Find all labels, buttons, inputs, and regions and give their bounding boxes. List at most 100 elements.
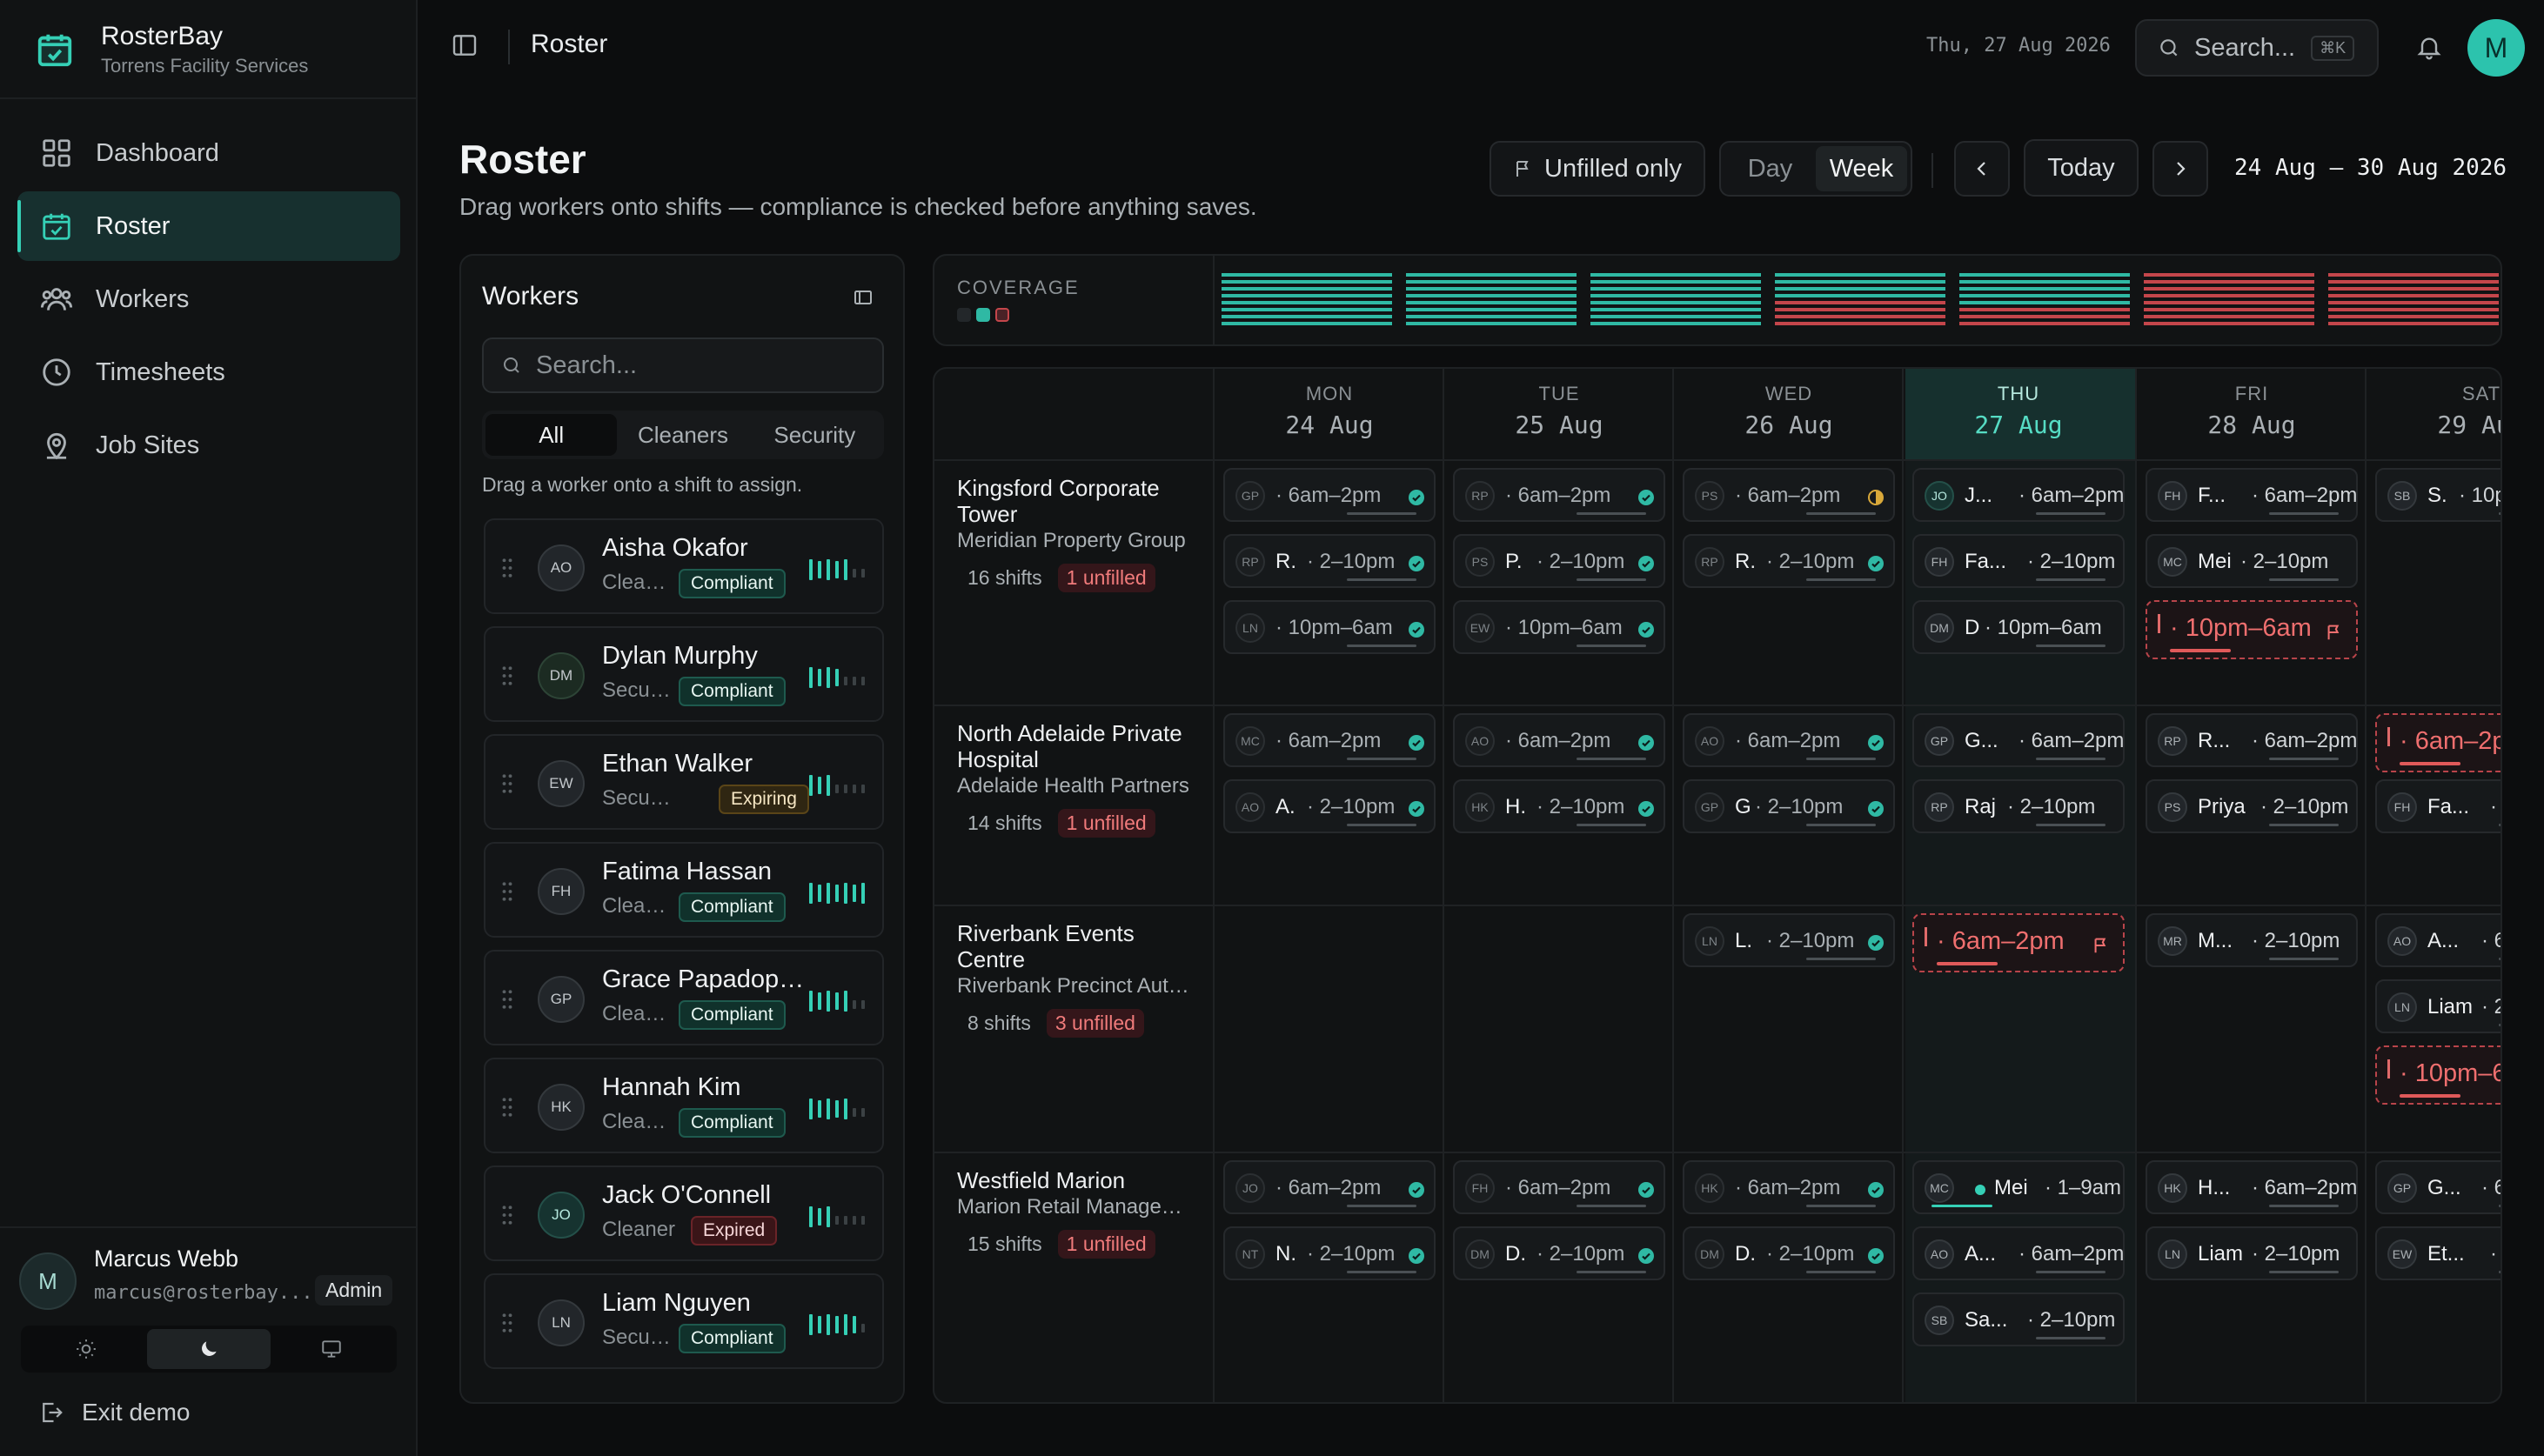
shift-card[interactable]: LN L. · 2–10pm (1683, 913, 1895, 967)
worker-card[interactable]: GP Grace Papadopoulos Cleaner Compliant (484, 950, 884, 1045)
site-row-header[interactable]: North Adelaide Private Hospital Adelaide … (957, 720, 1202, 838)
shift-card[interactable]: MC Mei · 2–10pm (2146, 534, 2358, 588)
unfilled-shift[interactable]: · 10pm–6 (2375, 1045, 2500, 1105)
shift-card[interactable]: DM D · 10pm–6am (1912, 600, 2125, 654)
previous-week-button[interactable] (1954, 141, 2010, 197)
exit-demo-button[interactable]: Exit demo (38, 1399, 191, 1426)
worker-search-input[interactable]: Search... (482, 337, 884, 393)
worker-name: S. (2427, 484, 2447, 507)
shift-card[interactable]: RP · 6am–2pm (1453, 468, 1665, 522)
collapse-panel-icon[interactable] (853, 287, 874, 308)
shift-card[interactable]: FH Fa... · 2 (2375, 779, 2500, 833)
shift-card[interactable]: JO J... · 6am–2pm (1912, 468, 2125, 522)
shift-card[interactable]: LN Liam · 2 (2375, 979, 2500, 1033)
nav-item-roster[interactable]: Roster (17, 191, 400, 261)
theme-dark-button[interactable] (147, 1329, 271, 1369)
day-header-mon[interactable]: MON 24 Aug (1215, 369, 1444, 459)
shift-card[interactable]: FH Fa... · 2–10pm (1912, 534, 2125, 588)
site-row-header[interactable]: Riverbank Events Centre Riverbank Precinc… (957, 920, 1202, 1038)
unfilled-shift[interactable]: · 6am–2pm (1912, 913, 2125, 972)
unfilled-shift[interactable]: · 6am–2p (2375, 713, 2500, 772)
drag-handle-icon (502, 558, 512, 578)
worker-card[interactable]: JO Jack O'Connell Cleaner Expired (484, 1165, 884, 1261)
site-client: Adelaide Health Partners (957, 774, 1189, 798)
shift-card[interactable]: HK · 6am–2pm (1683, 1160, 1895, 1214)
tab-all[interactable]: All (485, 414, 618, 456)
shift-card[interactable]: FH · 6am–2pm (1453, 1160, 1665, 1214)
shift-card[interactable]: MC · 6am–2pm (1223, 713, 1436, 767)
worker-card[interactable]: FH Fatima Hassan Cleaner Compliant (484, 842, 884, 938)
day-header-wed[interactable]: WED 26 Aug (1674, 369, 1904, 459)
nav-item-dashboard[interactable]: Dashboard (17, 118, 400, 188)
shift-card[interactable]: MR M... · 2–10pm (2146, 913, 2358, 967)
site-row-header[interactable]: Kingsford Corporate Tower Meridian Proper… (957, 475, 1202, 592)
nav-item-workers[interactable]: Workers (17, 264, 400, 334)
worker-card[interactable]: EW Ethan Walker Security Expiring (484, 734, 884, 830)
worker-card[interactable]: HK Hannah Kim Cleaner Compliant (484, 1058, 884, 1153)
calendar-check-icon (43, 213, 70, 240)
global-search[interactable]: Search... ⌘K (2135, 19, 2379, 77)
shift-card[interactable]: GP G · 2–10pm (1683, 779, 1895, 833)
theme-system-button[interactable] (271, 1329, 393, 1369)
shift-card[interactable]: AO · 6am–2pm (1683, 713, 1895, 767)
tab-security[interactable]: Security (773, 421, 856, 448)
shift-card[interactable]: GP G... · 6a (2375, 1160, 2500, 1214)
shift-card[interactable]: GP G... · 6am–2pm (1912, 713, 2125, 767)
shift-time: · 6am–2pm (2018, 484, 2125, 507)
shift-card[interactable]: SB Sa... · 2–10pm (1912, 1292, 2125, 1346)
next-week-button[interactable] (2152, 141, 2208, 197)
avatar[interactable]: M (19, 1252, 77, 1310)
shift-card[interactable]: PS · 6am–2pm (1683, 468, 1895, 522)
shift-card[interactable]: EW Et... · 2 (2375, 1226, 2500, 1280)
shift-card[interactable]: MC Mei · 1–9am (1912, 1160, 2125, 1214)
shift-card[interactable]: AO A. · 2–10pm (1223, 779, 1436, 833)
view-week-button[interactable]: Week (1816, 146, 1907, 191)
worker-name: R... (2198, 729, 2231, 752)
worker-name: Mei (1994, 1176, 2028, 1199)
unfilled-shift[interactable]: · 10pm–6am (2146, 600, 2358, 659)
shift-card[interactable]: EW · 10pm–6am (1453, 600, 1665, 654)
shift-card[interactable]: RP R. · 2–10pm (1223, 534, 1436, 588)
bell-icon[interactable] (2415, 33, 2443, 61)
shift-card[interactable]: LN Liam · 2–10pm (2146, 1226, 2358, 1280)
theme-light-button[interactable] (24, 1329, 147, 1369)
shift-card[interactable]: RP R. · 2–10pm (1683, 534, 1895, 588)
shift-card[interactable]: RP Raj · 2–10pm (1912, 779, 2125, 833)
account-avatar[interactable]: M (2467, 19, 2525, 77)
shift-card[interactable]: NT N. · 2–10pm (1223, 1226, 1436, 1280)
shift-card[interactable]: AO A... · 6a (2375, 913, 2500, 967)
shift-card[interactable]: AO A... · 6am–2pm (1912, 1226, 2125, 1280)
sidebar-toggle-icon[interactable] (451, 31, 479, 59)
shift-card[interactable]: PS P. · 2–10pm (1453, 534, 1665, 588)
shift-card[interactable]: DM D. · 2–10pm (1453, 1226, 1665, 1280)
worker-card[interactable]: LN Liam Nguyen Security Compliant (484, 1273, 884, 1369)
shift-card[interactable]: LN · 10pm–6am (1223, 600, 1436, 654)
shift-card[interactable]: HK H. · 2–10pm (1453, 779, 1665, 833)
today-button[interactable]: Today (2024, 139, 2139, 197)
day-header-thu[interactable]: THU 27 Aug (1904, 369, 2133, 459)
shift-card[interactable]: JO · 6am–2pm (1223, 1160, 1436, 1214)
worker-card[interactable]: AO Aisha Okafor Cleaner Compliant (484, 518, 884, 614)
worker-card[interactable]: DM Dylan Murphy Security Compliant (484, 626, 884, 722)
shift-card[interactable]: SB S. · 10p (2375, 468, 2500, 522)
day-header-fri[interactable]: FRI 28 Aug (2137, 369, 2367, 459)
worker-avatar: FH (538, 868, 585, 915)
nav-label: Roster (96, 211, 171, 240)
brand[interactable]: RosterBay Torrens Facility Services (35, 19, 308, 80)
shift-card[interactable]: GP · 6am–2pm (1223, 468, 1436, 522)
shift-card[interactable]: RP R... · 6am–2pm (2146, 713, 2358, 767)
shift-card[interactable]: AO · 6am–2pm (1453, 713, 1665, 767)
day-header-sat[interactable]: SAT 29 Aug (2367, 369, 2500, 459)
shift-card[interactable]: PS Priya · 2–10pm (2146, 779, 2358, 833)
nav-item-job-sites[interactable]: Job Sites (17, 411, 400, 480)
shift-card[interactable]: HK H... · 6am–2pm (2146, 1160, 2358, 1214)
unfilled-only-toggle[interactable]: Unfilled only (1490, 141, 1705, 197)
shift-card[interactable]: FH F... · 6am–2pm (2146, 468, 2358, 522)
shift-card[interactable]: DM D. · 2–10pm (1683, 1226, 1895, 1280)
day-header-tue[interactable]: TUE 25 Aug (1444, 369, 1674, 459)
view-day-button[interactable]: Day (1747, 154, 1793, 183)
site-row-header[interactable]: Westfield Marion Marion Retail Management… (957, 1167, 1202, 1259)
tab-cleaners[interactable]: Cleaners (637, 421, 729, 448)
worker-avatar: GP (538, 976, 585, 1023)
nav-item-timesheets[interactable]: Timesheets (17, 337, 400, 407)
